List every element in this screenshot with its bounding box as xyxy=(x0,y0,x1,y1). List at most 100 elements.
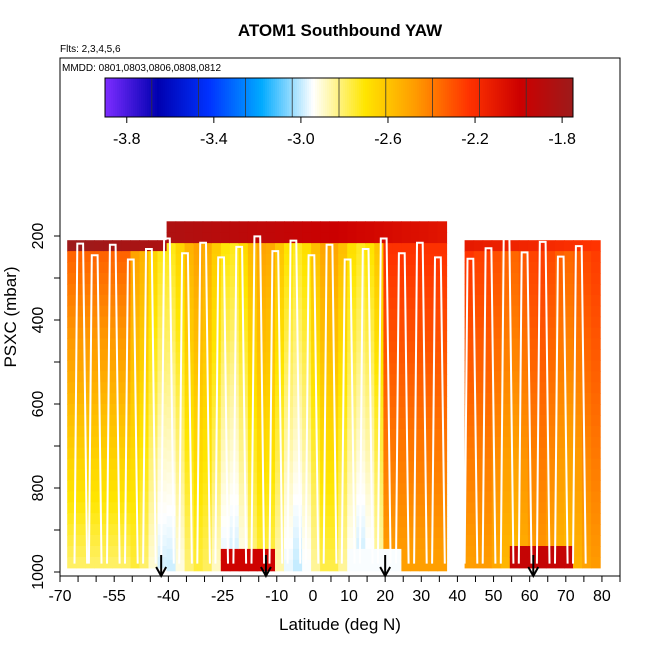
heatmap-cell xyxy=(202,265,213,277)
colorbar-swatch xyxy=(497,78,500,117)
heatmap-cell xyxy=(555,338,565,350)
heatmap-cell xyxy=(157,251,168,263)
heatmap-cell xyxy=(482,240,493,252)
heatmap-cell xyxy=(564,425,574,438)
heatmap-cell xyxy=(365,461,375,473)
x-tick-label: -40 xyxy=(157,588,180,605)
heatmap-cell xyxy=(85,294,95,307)
heatmap-cell xyxy=(320,297,330,310)
heatmap-cell xyxy=(220,275,231,288)
heatmap-cell xyxy=(555,262,565,274)
heatmap-cell xyxy=(437,232,448,244)
heatmap-cell xyxy=(85,283,95,296)
heatmap-cell xyxy=(500,305,511,318)
heatmap-cell xyxy=(482,502,493,514)
heatmap-cell xyxy=(591,393,601,405)
heatmap-cell xyxy=(311,221,321,233)
heatmap-cell xyxy=(518,524,529,536)
colorbar-swatch xyxy=(567,78,570,117)
colorbar-swatch xyxy=(409,78,412,117)
heatmap-cell xyxy=(374,243,384,255)
heatmap-cell xyxy=(275,538,285,550)
colorbar-swatch xyxy=(449,78,452,117)
heatmap-cell xyxy=(67,502,77,514)
heatmap-cell xyxy=(356,308,366,321)
heatmap-cell xyxy=(166,527,177,539)
heatmap-cell xyxy=(573,294,583,307)
heatmap-cell xyxy=(202,516,213,528)
heatmap-cell xyxy=(356,221,366,233)
heatmap-cell xyxy=(175,265,186,277)
heatmap-cell xyxy=(247,243,258,255)
heatmap-cell xyxy=(302,548,312,561)
colorbar-swatch xyxy=(509,78,512,117)
heatmap-cell xyxy=(293,265,303,277)
heatmap-cell xyxy=(401,483,411,495)
heatmap-cell xyxy=(500,251,511,263)
heatmap-cell xyxy=(265,232,276,244)
heatmap-cell xyxy=(491,393,502,405)
heatmap-cell xyxy=(229,275,240,288)
heatmap-cell xyxy=(112,283,122,296)
colorbar-swatch xyxy=(265,78,268,117)
heatmap-cell xyxy=(347,472,357,484)
heatmap-cell xyxy=(491,535,502,547)
heatmap-cell xyxy=(536,360,547,372)
heatmap-cell xyxy=(166,548,177,561)
heatmap-cell xyxy=(518,283,529,296)
heatmap-cell xyxy=(482,305,493,318)
heatmap-cell xyxy=(211,319,222,332)
heatmap-cell xyxy=(428,319,439,332)
colorbar-swatch xyxy=(185,78,188,117)
heatmap-cell xyxy=(347,527,357,539)
heatmap-cell xyxy=(509,491,520,503)
heatmap-cell xyxy=(256,254,267,266)
heatmap-cell xyxy=(500,349,511,361)
heatmap-cell xyxy=(166,516,177,528)
heatmap-cell xyxy=(464,436,475,449)
colorbar-swatch xyxy=(559,78,562,117)
heatmap-cell xyxy=(238,232,249,244)
heatmap-cell xyxy=(491,404,502,416)
heatmap-cell xyxy=(139,283,150,296)
heatmap-cell xyxy=(247,538,258,550)
colorbar-swatch xyxy=(159,78,162,117)
heatmap-cell xyxy=(419,243,430,255)
colorbar-swatch xyxy=(315,78,318,117)
heatmap-cell xyxy=(284,232,294,244)
heatmap-cell xyxy=(509,524,520,536)
colorbar-swatch xyxy=(501,78,504,117)
heatmap-cell xyxy=(573,414,583,427)
heatmap-cell xyxy=(76,447,86,460)
heatmap-cell xyxy=(302,286,312,299)
colorbar-frame xyxy=(104,77,574,118)
colorbar-swatch xyxy=(351,78,354,117)
heatmap-cell xyxy=(564,327,574,340)
heatmap-cell xyxy=(491,469,502,481)
heatmap-cell xyxy=(76,327,86,340)
heatmap-cell xyxy=(401,286,411,299)
heatmap-cell xyxy=(573,524,583,536)
heatmap-cell xyxy=(591,404,601,416)
heatmap-cell xyxy=(500,556,511,569)
heatmap-cell xyxy=(518,349,529,361)
heatmap-cell xyxy=(76,414,86,427)
heatmap-cell xyxy=(175,538,186,550)
heatmap-cell xyxy=(67,349,77,361)
heatmap-cell xyxy=(311,527,321,539)
colorbar-swatch xyxy=(325,78,328,117)
colorbar-swatch xyxy=(267,78,270,117)
flight-profile-line xyxy=(232,245,248,564)
heatmap-cell xyxy=(247,221,258,233)
flight-profile-line xyxy=(178,252,193,564)
heatmap-cell xyxy=(229,265,240,277)
heatmap-cell xyxy=(500,294,511,307)
heatmap-cell xyxy=(591,502,601,514)
heatmap-cell xyxy=(582,338,592,350)
colorbar-swatch xyxy=(293,78,296,117)
colorbar-swatch xyxy=(443,78,446,117)
heatmap-cell xyxy=(518,273,529,285)
heatmap-cell xyxy=(94,535,104,547)
heatmap-cell xyxy=(545,382,556,394)
colorbar-swatch xyxy=(485,78,488,117)
